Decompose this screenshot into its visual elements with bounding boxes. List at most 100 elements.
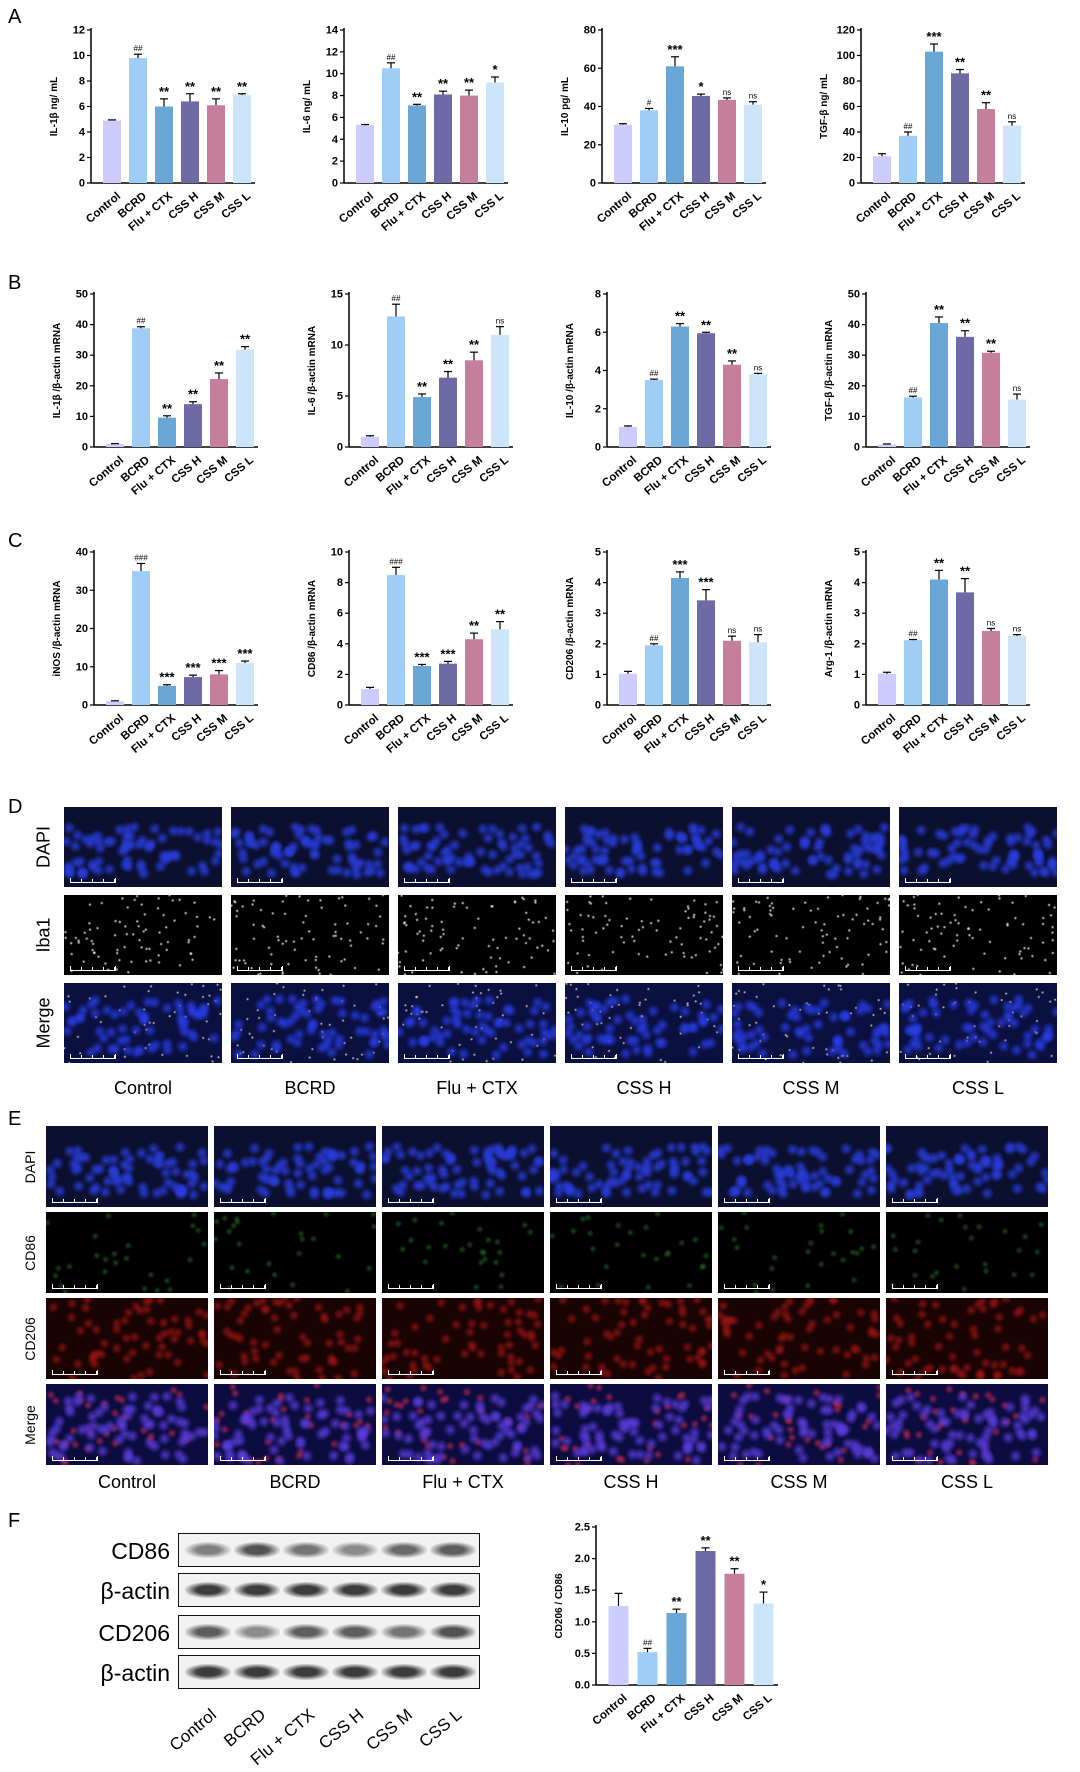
y-tick-label: 1.5: [575, 1585, 590, 1597]
micro-d-merge-5: [899, 983, 1057, 1063]
scale-bar: [52, 1370, 98, 1375]
bar: [233, 95, 251, 183]
scale-bar: [404, 1054, 450, 1059]
wb-band: [381, 1582, 427, 1598]
significance-label: ##: [909, 386, 918, 395]
significance-label: **: [240, 332, 251, 347]
bar: [439, 377, 457, 447]
y-tick-label: 1: [595, 669, 601, 681]
significance-label: ***: [237, 646, 253, 661]
wb-strip: [178, 1655, 480, 1689]
x-tick-label: Control: [342, 712, 381, 747]
significance-label: ns: [1008, 112, 1016, 121]
significance-label: **: [162, 401, 173, 416]
y-tick-label: 60: [584, 63, 596, 75]
y-tick-label: 0: [854, 442, 860, 454]
y-tick-label: 10: [76, 661, 88, 673]
bar: [1008, 399, 1026, 447]
y-tick-label: 8: [332, 90, 338, 102]
bar: [382, 68, 400, 183]
y-tick-label: 6: [332, 112, 338, 124]
bar: [236, 662, 254, 705]
y-tick-label: 8: [79, 76, 85, 88]
y-tick-label: 10: [73, 50, 85, 62]
y-tick-label: 2: [595, 638, 601, 650]
micro-e-merge-2: [382, 1384, 544, 1465]
wb-band: [283, 1582, 329, 1598]
y-tick-label: 6: [337, 608, 343, 620]
x-tick-label: CSS L: [222, 712, 256, 743]
micro-e-cd86-2: [382, 1212, 544, 1293]
y-tick-label: 15: [331, 289, 343, 301]
column-label: CSS M: [770, 1472, 828, 1492]
x-tick-label: Control: [595, 190, 634, 225]
bar: [491, 629, 509, 705]
y-axis-label: CD206 /β-actin mRNA: [565, 577, 576, 680]
panel-label-e: E: [8, 1108, 22, 1130]
significance-label: **: [955, 55, 966, 70]
bar: [956, 336, 974, 447]
panel-label-a: A: [8, 6, 22, 28]
y-tick-label: 10: [76, 411, 88, 423]
bar: [723, 364, 741, 447]
bar: [491, 334, 509, 447]
bar: [434, 94, 452, 183]
scale-bar: [556, 1456, 602, 1461]
scale-bar: [905, 878, 951, 883]
panel-label-c: C: [8, 530, 23, 552]
micro-d-merge-4: [732, 983, 890, 1063]
bar: [977, 109, 995, 183]
micro-d-merge-1: [231, 983, 389, 1063]
y-tick-label: 0: [854, 700, 860, 712]
micro-e-merge-4: [718, 1384, 880, 1465]
y-tick-label: 20: [584, 139, 596, 151]
significance-label: **: [934, 302, 945, 317]
bar: [671, 578, 689, 705]
column-label: Flu + CTX: [436, 1078, 518, 1098]
chart-c4: Arg-1 /β-actin mRNA012345Control##BCRD**…: [824, 547, 1030, 756]
bar: [132, 328, 150, 447]
wb-band: [430, 1582, 476, 1598]
micro-e-cd86-4: [718, 1212, 880, 1293]
bar: [486, 82, 504, 183]
wb-band: [234, 1542, 280, 1558]
bar: [671, 326, 689, 447]
y-axis-label: CD206 / CD86: [554, 1573, 565, 1638]
significance-label: ns: [1013, 625, 1021, 634]
bar: [439, 663, 457, 705]
x-tick-label: CSS L: [994, 454, 1028, 485]
scale-bar: [404, 878, 450, 883]
x-tick-label: CSS L: [222, 454, 256, 485]
significance-label: ##: [650, 634, 659, 643]
significance-label: ***: [698, 575, 714, 590]
bar: [645, 380, 663, 447]
micro-e-cd206-5: [886, 1298, 1048, 1379]
wb-row-label-cd86: CD86: [111, 1538, 170, 1564]
y-tick-label: 40: [76, 547, 88, 559]
scale-bar: [388, 1198, 434, 1203]
significance-label: **: [464, 75, 475, 90]
panel-label-f: F: [8, 1510, 21, 1532]
significance-label: #: [647, 98, 652, 107]
y-tick-label: 5: [595, 547, 601, 559]
row-label-dapi: DAPI: [33, 825, 54, 869]
scale-bar: [556, 1370, 602, 1375]
x-tick-label: CSS L: [735, 712, 769, 743]
wb-band: [185, 1624, 231, 1640]
significance-label: ***: [440, 646, 456, 661]
x-tick-label: Control: [342, 454, 381, 489]
y-axis-label: IL-10 pg/ mL: [560, 77, 571, 136]
y-tick-label: 2: [79, 152, 85, 164]
significance-label: ##: [904, 122, 913, 131]
bar: [930, 579, 948, 705]
x-tick-label: Control: [87, 712, 126, 747]
y-tick-label: 4: [595, 365, 602, 377]
micro-d-merge-2: [398, 983, 556, 1063]
micro-e-cd86-0: [46, 1212, 208, 1293]
x-tick-label: Control: [859, 712, 898, 747]
y-tick-label: 0: [332, 178, 338, 190]
y-tick-label: 8: [595, 289, 601, 301]
y-tick-label: 3: [854, 608, 860, 620]
y-tick-label: 40: [848, 319, 860, 331]
scale-bar: [70, 1054, 116, 1059]
